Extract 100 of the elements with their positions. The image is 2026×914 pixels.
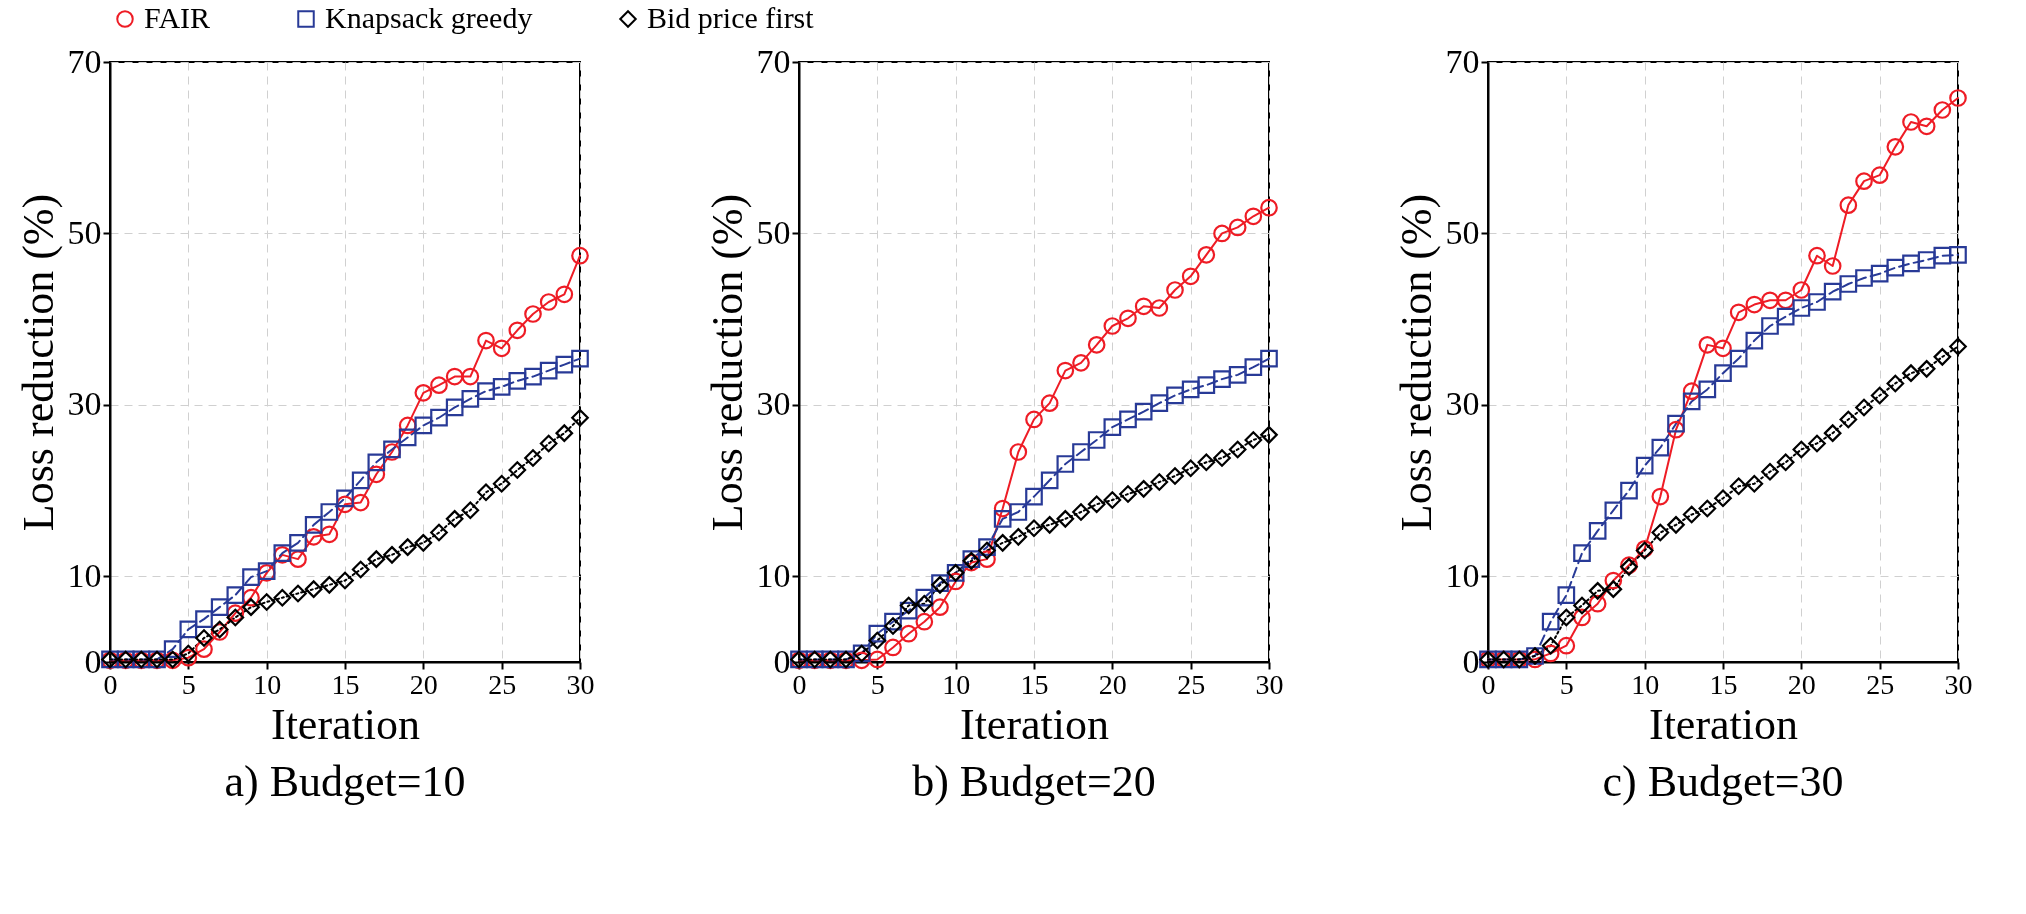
point	[1213, 224, 1231, 243]
point	[1823, 424, 1842, 442]
point	[289, 534, 307, 552]
point	[868, 624, 887, 643]
point	[1588, 522, 1607, 540]
point	[899, 624, 918, 643]
point	[1792, 440, 1811, 459]
point	[1917, 251, 1936, 269]
point	[1040, 516, 1059, 534]
point	[1714, 364, 1732, 382]
point	[1651, 438, 1670, 457]
point	[351, 471, 370, 490]
point	[1119, 485, 1137, 503]
point	[242, 598, 260, 616]
point	[398, 428, 417, 447]
point	[1056, 361, 1075, 380]
point	[1573, 608, 1591, 627]
point	[226, 608, 245, 627]
point	[1040, 471, 1059, 490]
point	[1197, 453, 1216, 472]
point	[915, 612, 934, 631]
point	[351, 493, 370, 512]
x-tick-label: 10	[1631, 668, 1660, 700]
y-axis-title: Loss reduction (%)	[13, 193, 63, 532]
point	[524, 449, 542, 467]
y-tick-label: 70	[756, 42, 791, 80]
point	[555, 285, 574, 304]
point	[1072, 354, 1090, 372]
point	[179, 620, 198, 639]
y-tick-label: 70	[1445, 42, 1480, 80]
point	[1087, 336, 1106, 354]
point	[1667, 516, 1685, 534]
point	[1870, 166, 1889, 184]
point	[1040, 394, 1059, 412]
point	[1557, 636, 1576, 655]
point	[1776, 307, 1795, 326]
legend-label: Bid price first	[647, 1, 815, 34]
point	[1776, 453, 1795, 472]
point	[414, 416, 433, 435]
point	[1181, 380, 1200, 399]
point	[1839, 410, 1858, 429]
point	[1557, 586, 1576, 604]
point	[1745, 295, 1764, 314]
point	[304, 528, 323, 546]
point	[1949, 246, 1967, 264]
point	[1855, 172, 1873, 190]
y-tick-label: 10	[1445, 556, 1480, 594]
point	[1588, 582, 1607, 600]
point	[477, 483, 495, 502]
point	[899, 601, 918, 620]
x-tick-label: 20	[409, 668, 438, 700]
text: c) Budget=30	[1602, 757, 1844, 806]
point	[1729, 349, 1748, 368]
point	[1526, 650, 1544, 669]
point	[445, 367, 464, 386]
point	[1260, 198, 1278, 217]
point	[1181, 267, 1200, 286]
point	[508, 321, 527, 340]
point	[1557, 608, 1576, 627]
point	[336, 571, 354, 590]
point	[539, 361, 558, 380]
point	[1228, 366, 1247, 384]
x-tick-label: 30	[566, 668, 595, 700]
point	[1119, 410, 1137, 429]
point	[1949, 89, 1967, 107]
point	[163, 640, 182, 658]
x-tick-label: 25	[1866, 668, 1895, 700]
point	[289, 584, 307, 603]
point	[1698, 499, 1717, 518]
point	[477, 382, 495, 400]
point	[477, 331, 495, 350]
x-tick-label: 5	[181, 668, 196, 700]
point	[1573, 544, 1591, 562]
point	[899, 596, 918, 615]
legend-label: Knapsack greedy	[325, 1, 533, 34]
point	[1150, 473, 1169, 491]
point	[1808, 293, 1826, 311]
point	[1181, 459, 1200, 478]
point	[1260, 349, 1278, 368]
point	[539, 293, 558, 311]
y-tick-label: 10	[756, 556, 791, 594]
point	[1682, 505, 1701, 524]
point	[398, 538, 417, 556]
point	[1902, 364, 1920, 382]
point	[1213, 370, 1231, 388]
point	[414, 384, 433, 402]
point	[273, 588, 292, 607]
point	[1714, 339, 1732, 358]
point	[320, 503, 339, 521]
point	[915, 594, 934, 613]
point	[946, 572, 965, 591]
point	[1166, 281, 1184, 299]
point	[1150, 299, 1169, 317]
point	[257, 593, 276, 611]
point	[1134, 480, 1153, 498]
point	[852, 651, 871, 670]
point	[1541, 612, 1560, 631]
point	[242, 568, 260, 586]
y-tick-label: 50	[756, 213, 791, 251]
point	[1087, 495, 1106, 514]
